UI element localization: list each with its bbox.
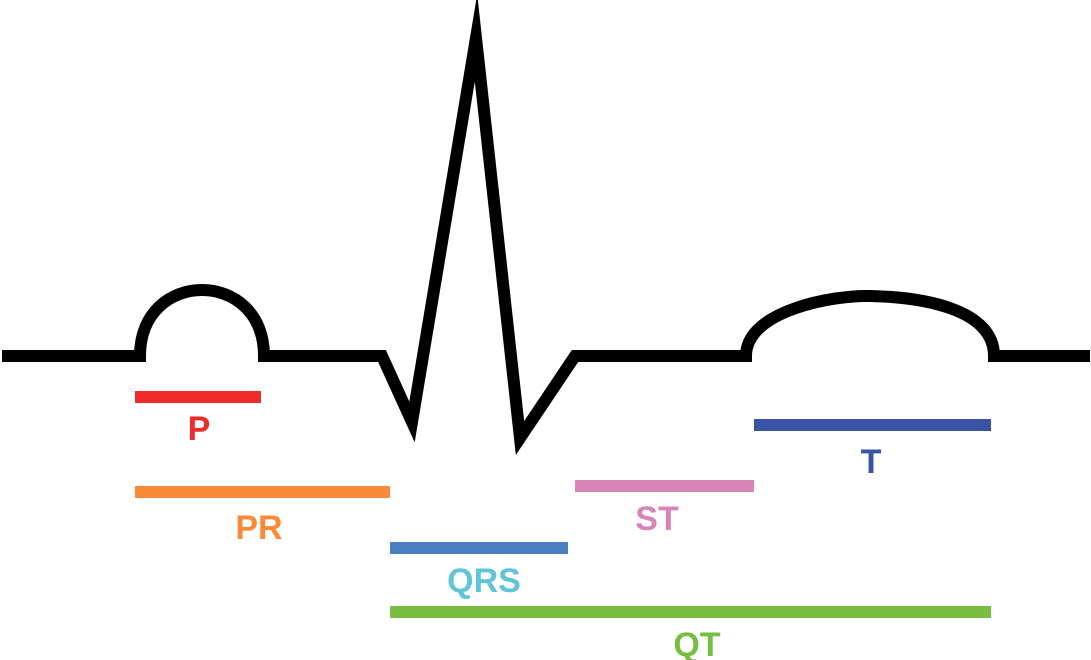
qrs-complex-bar [390, 542, 568, 554]
pr-interval-label: PR [235, 509, 282, 547]
ecg-trace [2, 0, 1090, 455]
p-wave-bar [135, 391, 261, 403]
st-segment-bar [575, 480, 754, 492]
p-wave-label: P [188, 410, 211, 448]
qt-interval-label: QT [673, 626, 720, 660]
t-wave-label: T [861, 443, 882, 481]
pr-interval-bar [135, 486, 390, 498]
qt-interval-bar [390, 606, 991, 618]
st-segment-label: ST [635, 500, 679, 538]
t-wave-bar [754, 419, 991, 431]
qrs-complex-label: QRS [447, 562, 521, 600]
